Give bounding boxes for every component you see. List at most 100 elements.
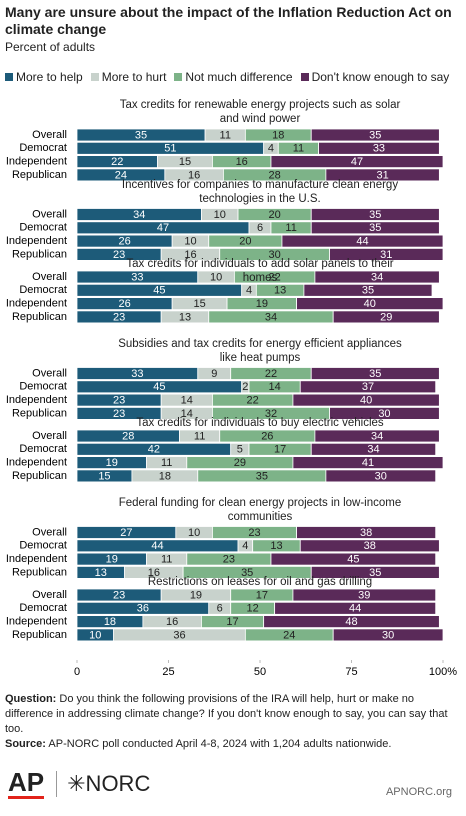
value-label: 4 xyxy=(246,285,252,297)
bar-segment xyxy=(299,380,437,394)
value-label: 40 xyxy=(364,298,376,310)
value-label: 18 xyxy=(272,129,284,141)
value-label: 37 xyxy=(362,381,374,393)
bar-segment xyxy=(314,429,440,443)
value-label: 39 xyxy=(358,589,370,601)
value-label: 33 xyxy=(131,368,143,380)
category-label: Democrat xyxy=(19,602,67,614)
value-label: 34 xyxy=(367,444,379,456)
value-label: 6 xyxy=(257,222,263,234)
site-link: APNORC.org xyxy=(385,786,452,798)
value-label: 10 xyxy=(210,271,222,283)
bar-segment xyxy=(329,247,444,261)
value-label: 22 xyxy=(111,156,123,168)
panel-title: Tax credits for individuals to add solar… xyxy=(126,258,394,284)
panel-title: Tax credits for renewable energy project… xyxy=(119,99,401,125)
value-label: 44 xyxy=(356,236,368,248)
value-label: 19 xyxy=(106,457,118,469)
value-label: 30 xyxy=(378,408,390,420)
value-label: 10 xyxy=(188,527,200,539)
category-label: Republican xyxy=(12,407,67,419)
bar-segment xyxy=(263,615,440,628)
bar-segment xyxy=(296,526,437,539)
legend-label: More to help xyxy=(16,70,83,84)
legend: More to help More to hurt Not much differe… xyxy=(5,70,449,84)
category-label: Republican xyxy=(12,248,67,260)
category-label: Overall xyxy=(32,430,67,442)
value-label: 38 xyxy=(364,540,376,552)
value-label: 13 xyxy=(270,540,282,552)
x-tick-label: 25 xyxy=(162,666,174,678)
bar-segment xyxy=(292,393,440,407)
bar-segment xyxy=(310,442,437,456)
panel-title: Tax credits for individuals to buy elect… xyxy=(136,417,384,429)
bar-segment xyxy=(292,588,437,602)
value-label: 28 xyxy=(269,169,281,181)
category-label: Independent xyxy=(6,298,67,310)
value-label: 23 xyxy=(113,249,125,261)
value-label: 36 xyxy=(137,603,149,615)
value-label: 34 xyxy=(133,209,145,221)
source-label: Source: xyxy=(5,738,46,750)
legend-item: Don't know enough to say xyxy=(300,70,450,84)
value-label: 4 xyxy=(242,540,248,552)
value-label: 30 xyxy=(375,470,387,482)
question-text: Do you think the following provisions of… xyxy=(5,693,448,735)
bar-segment xyxy=(325,469,437,483)
value-label: 45 xyxy=(153,381,165,393)
value-label: 31 xyxy=(380,249,392,261)
bar-segment xyxy=(314,270,440,284)
question-label: Question: xyxy=(5,693,57,705)
value-label: 27 xyxy=(120,527,132,539)
value-label: 35 xyxy=(135,129,147,141)
value-label: 44 xyxy=(349,603,361,615)
value-label: 17 xyxy=(274,444,286,456)
notes: Question: Do you think the following pro… xyxy=(5,692,460,752)
category-label: Overall xyxy=(32,129,67,141)
value-label: 48 xyxy=(345,616,357,628)
source: Source: AP-NORC poll conducted April 4-8… xyxy=(5,737,460,752)
bar-segment xyxy=(281,234,444,248)
value-label: 22 xyxy=(269,271,281,283)
source-text: AP-NORC poll conducted April 4-8, 2024 w… xyxy=(48,738,392,750)
value-label: 47 xyxy=(157,222,169,234)
category-label: Democrat xyxy=(19,222,67,234)
category-label: Independent xyxy=(6,457,67,469)
bar-segment xyxy=(310,367,440,380)
logos: AP ✳NORC xyxy=(8,768,150,799)
bar-segment xyxy=(318,141,440,155)
bar-segment xyxy=(332,310,440,324)
panel-title: Federal funding for clean energy project… xyxy=(118,496,402,523)
legend-label: Not much difference xyxy=(185,70,293,84)
x-tick-label: 50 xyxy=(254,666,266,678)
category-label: Overall xyxy=(32,526,67,538)
x-tick-label: 100% xyxy=(429,666,457,678)
legend-label: Don't know enough to say xyxy=(311,70,450,84)
value-label: 13 xyxy=(95,567,107,579)
category-label: Republican xyxy=(12,566,67,578)
value-label: 10 xyxy=(184,236,196,248)
value-label: 13 xyxy=(179,311,191,323)
value-label: 18 xyxy=(104,616,116,628)
value-label: 34 xyxy=(265,311,277,323)
value-label: 19 xyxy=(106,554,118,566)
chart-subtitle: Percent of adults xyxy=(5,40,96,54)
value-label: 26 xyxy=(118,236,130,248)
value-label: 35 xyxy=(369,129,381,141)
value-label: 19 xyxy=(256,298,268,310)
category-label: Overall xyxy=(32,271,67,283)
logo-ap: AP xyxy=(8,767,45,799)
value-label: 44 xyxy=(151,540,163,552)
value-label: 15 xyxy=(193,298,205,310)
category-label: Republican xyxy=(12,470,67,482)
value-label: 38 xyxy=(360,527,372,539)
category-label: Democrat xyxy=(19,142,67,154)
value-label: 35 xyxy=(256,470,268,482)
category-label: Independent xyxy=(6,616,67,628)
bar-segment xyxy=(299,539,440,553)
value-label: 22 xyxy=(265,368,277,380)
value-label: 34 xyxy=(371,271,383,283)
category-label: Independent xyxy=(6,156,67,168)
